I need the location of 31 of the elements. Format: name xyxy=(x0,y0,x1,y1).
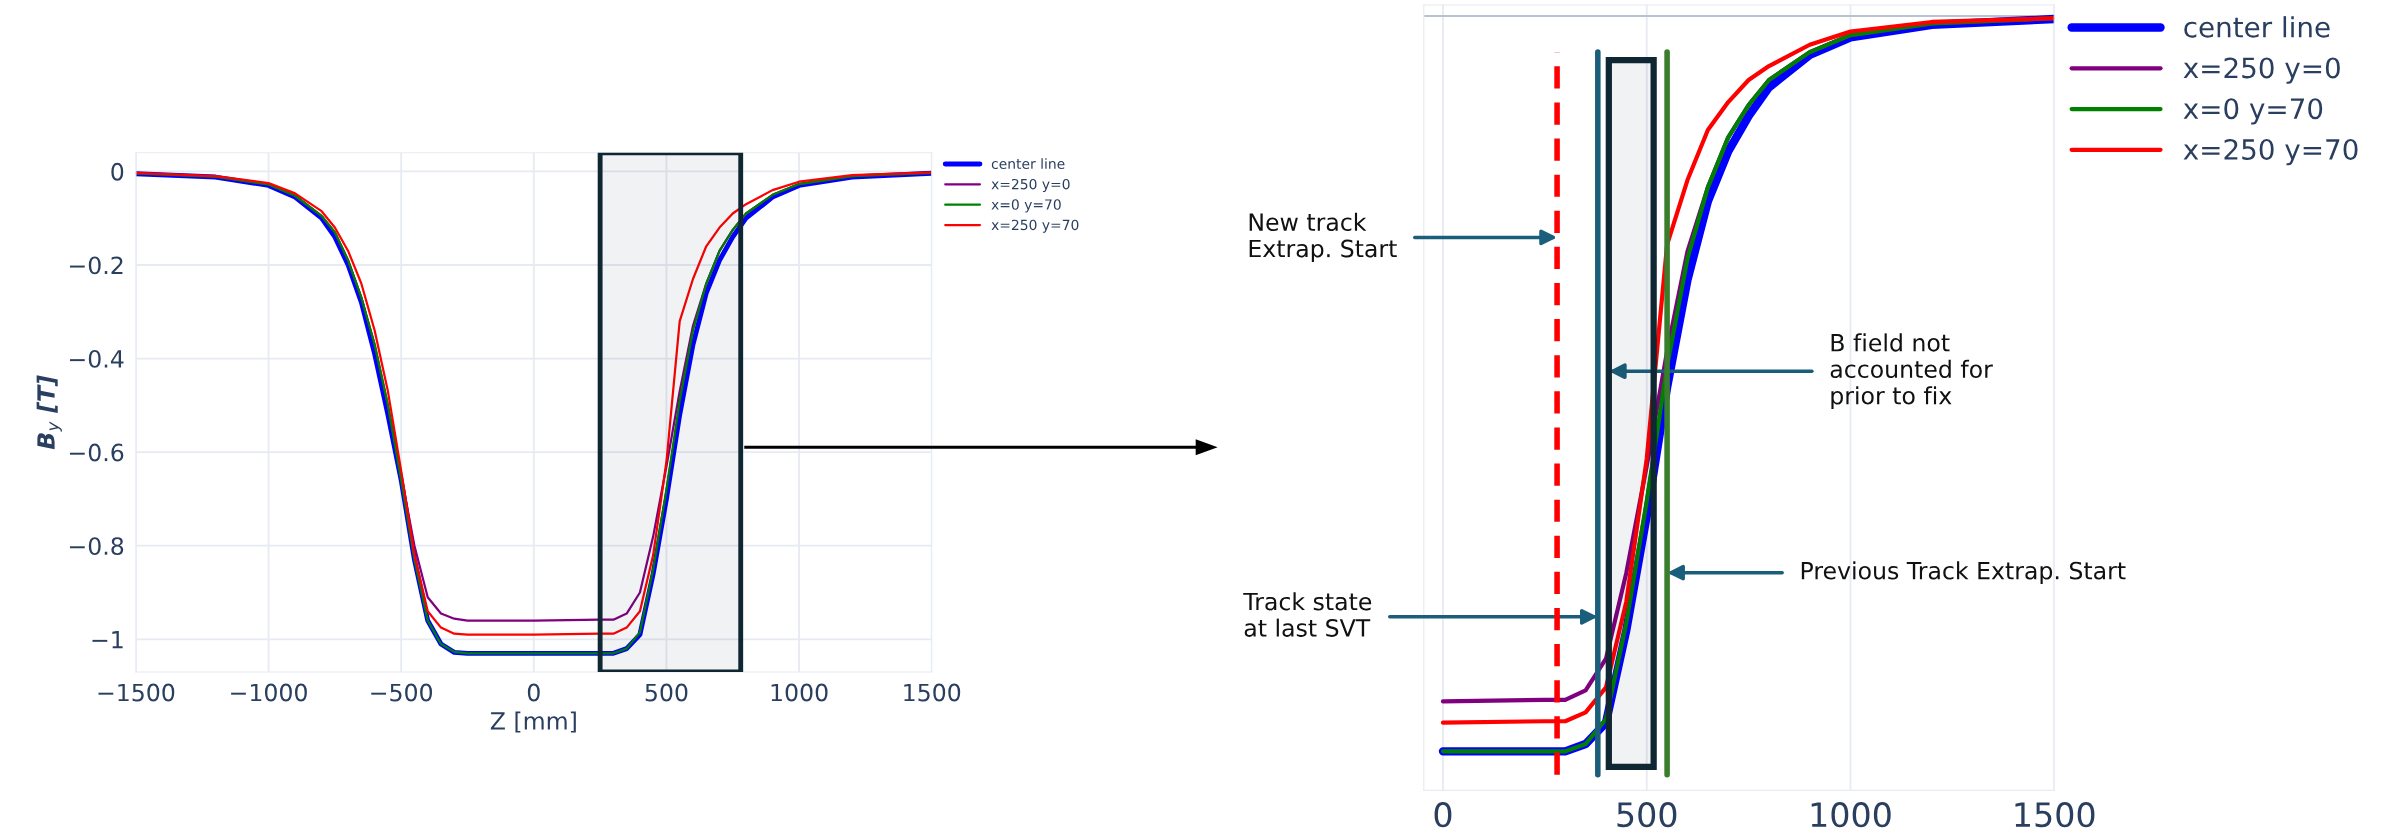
x-tick-label: 1500 xyxy=(2015,802,2095,828)
x-tick-label: 500 xyxy=(645,683,688,702)
x-tick-label: 0 xyxy=(1434,802,1452,828)
annotation: Previous Track Extrap. Start xyxy=(1801,561,2126,585)
x-tick-label: 1500 xyxy=(904,683,961,702)
x-tick-label: 1000 xyxy=(1811,802,1891,828)
annotation: Track state at last SVT xyxy=(1243,592,1372,637)
legend-label: x=250 y=70 xyxy=(2183,138,2358,166)
legend-label: x=250 y=70 xyxy=(991,219,1079,233)
y-tick-label: 0 xyxy=(111,162,124,181)
x-axis-title: Z [mm] xyxy=(490,711,576,733)
legend-label: center line xyxy=(991,158,1065,169)
y-tick-label: −0.4 xyxy=(69,350,124,368)
x-tick-label: −500 xyxy=(371,683,433,702)
x-tick-label: −1000 xyxy=(231,683,307,702)
legend-label: x=250 y=0 xyxy=(2183,57,2340,84)
annotation: New track Extrap. Start xyxy=(1249,212,1397,263)
y-tick-label: −0.2 xyxy=(69,256,123,275)
legend-label: x=250 y=0 xyxy=(991,178,1070,193)
legend-label: x=0 y=70 xyxy=(991,199,1061,213)
x-tick-label: 500 xyxy=(1617,802,1677,828)
y-tick-label: −0.8 xyxy=(69,537,124,556)
x-tick-label: 0 xyxy=(527,683,540,702)
legend-label: center line xyxy=(2184,16,2330,38)
x-tick-label: −1500 xyxy=(98,683,175,702)
y-tick-label: −1 xyxy=(92,631,123,649)
annotation: B field not accounted for prior to fix xyxy=(1830,333,1993,410)
x-tick-label: 1000 xyxy=(771,683,828,702)
y-axis-title: B$_{y}$ [T] xyxy=(36,375,62,450)
legend-label: x=0 y=70 xyxy=(2183,98,2323,125)
y-tick-label: −0.6 xyxy=(69,443,124,462)
